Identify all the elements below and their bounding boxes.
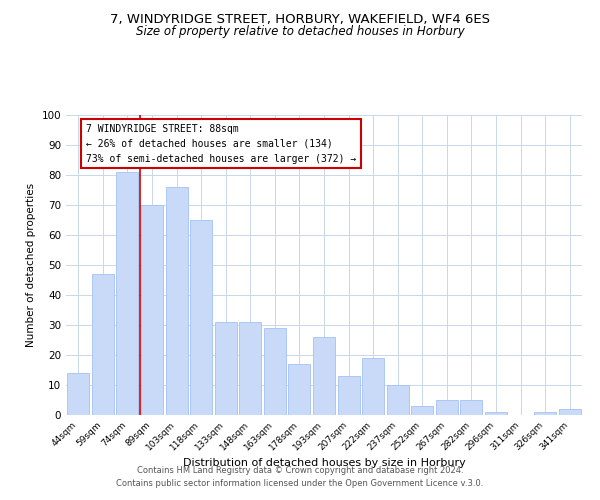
Bar [485, 412, 507, 415]
Bar [362, 358, 384, 415]
Bar [386, 385, 409, 415]
Bar [436, 400, 458, 415]
Bar [289, 364, 310, 415]
Bar [239, 322, 262, 415]
Bar [411, 406, 433, 415]
Bar [264, 328, 286, 415]
Bar [166, 187, 188, 415]
Bar [338, 376, 359, 415]
Bar [215, 322, 237, 415]
Bar [313, 337, 335, 415]
Bar [116, 172, 139, 415]
Text: 7 WINDYRIDGE STREET: 88sqm
← 26% of detached houses are smaller (134)
73% of sem: 7 WINDYRIDGE STREET: 88sqm ← 26% of deta… [86, 124, 356, 164]
Text: Size of property relative to detached houses in Horbury: Size of property relative to detached ho… [136, 25, 464, 38]
Bar [141, 205, 163, 415]
Bar [190, 220, 212, 415]
Bar [534, 412, 556, 415]
Bar [92, 274, 114, 415]
Text: 7, WINDYRIDGE STREET, HORBURY, WAKEFIELD, WF4 6ES: 7, WINDYRIDGE STREET, HORBURY, WAKEFIELD… [110, 12, 490, 26]
Text: Contains HM Land Registry data © Crown copyright and database right 2024.
Contai: Contains HM Land Registry data © Crown c… [116, 466, 484, 487]
Bar [559, 409, 581, 415]
Y-axis label: Number of detached properties: Number of detached properties [26, 183, 36, 347]
Bar [67, 373, 89, 415]
Bar [460, 400, 482, 415]
X-axis label: Distribution of detached houses by size in Horbury: Distribution of detached houses by size … [182, 458, 466, 468]
